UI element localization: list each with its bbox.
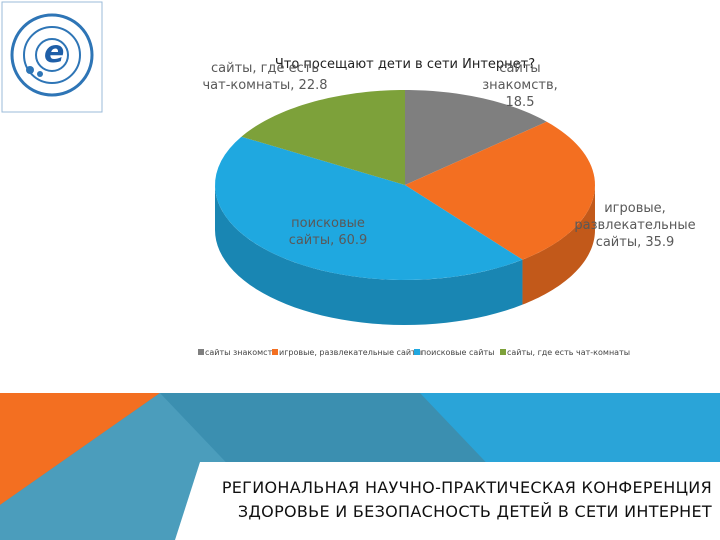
legend-swatch	[500, 349, 506, 355]
chart-title: Что посещают дети в сети Интернет?	[275, 57, 535, 72]
pie-slice	[241, 90, 405, 185]
pie-slice	[405, 90, 547, 185]
legend-swatch	[414, 349, 420, 355]
footer-line: ЗДОРОВЬЕ И БЕЗОПАСНОСТЬ ДЕТЕЙ В СЕТИ ИНТ…	[237, 502, 712, 521]
footer-text-area	[175, 462, 720, 540]
legend-label: сайты, где есть чат-комнаты	[507, 348, 630, 357]
legend-swatch	[198, 349, 204, 355]
data-label: сайты, где есть чат-комнаты, 22.8	[202, 61, 328, 93]
data-label: сайты знакомств, 18.5	[482, 61, 558, 110]
pie-slice-side	[215, 185, 523, 325]
data-label: поисковые сайты, 60.9	[288, 216, 368, 248]
legend-label: сайты знакомств	[205, 348, 277, 357]
legend-swatch	[272, 349, 278, 355]
logo: e	[1, 1, 103, 113]
pie-slice	[215, 136, 523, 280]
legend-label: игровые, развлекательные сайты	[279, 348, 422, 357]
footer-line: РЕГИОНАЛЬНАЯ НАУЧНО-ПРАКТИЧЕСКАЯ КОНФЕРЕ…	[221, 478, 712, 497]
pie-slice-side	[522, 185, 595, 305]
pie-slice	[405, 121, 595, 260]
svg-text:e: e	[44, 35, 64, 70]
data-label: игровые, развлекательные сайты, 35.9	[574, 201, 696, 250]
legend-label: поисковые сайты	[421, 348, 494, 357]
